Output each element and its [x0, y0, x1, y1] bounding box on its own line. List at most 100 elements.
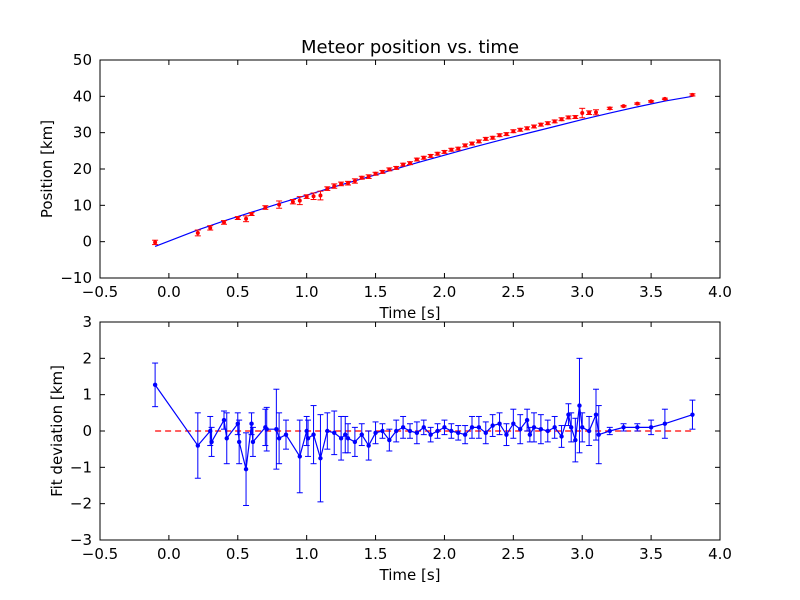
data-point	[442, 149, 447, 154]
residual-point	[559, 434, 564, 439]
y-tick-label: 10	[73, 196, 92, 214]
residual-point	[380, 428, 385, 434]
residual-point	[338, 436, 344, 441]
position-chart: Meteor position vs. time −0.5 0.0 0.5 1.0 1.…	[38, 37, 732, 322]
data-point	[504, 132, 509, 137]
residual-marks	[152, 357, 696, 506]
x-tick-label: 2.5	[501, 545, 525, 563]
residual-point	[305, 436, 311, 441]
y-axis-label: Fit deviation [km]	[48, 365, 66, 497]
residual-point	[394, 428, 399, 434]
residual-point	[345, 436, 351, 441]
data-point	[290, 199, 295, 204]
residual-point	[264, 426, 269, 432]
residual-point	[621, 425, 626, 430]
residual-point	[580, 425, 585, 430]
residual-point	[577, 403, 582, 408]
residual-point	[662, 421, 668, 426]
data-point	[346, 181, 350, 186]
residual-point	[373, 430, 378, 436]
data-point	[483, 136, 488, 141]
data-point	[580, 111, 585, 116]
data-point	[594, 110, 598, 115]
residual-point	[274, 426, 279, 432]
data-point	[421, 155, 426, 160]
y-tick-label: 1	[82, 386, 92, 404]
residual-point	[497, 421, 502, 426]
residual-point	[224, 436, 229, 441]
data-point	[463, 143, 468, 148]
residual-point	[648, 425, 654, 430]
x-tick-label: 1.0	[295, 545, 319, 563]
data-point	[587, 110, 592, 115]
data-point	[208, 225, 213, 230]
data-point	[435, 151, 440, 156]
residual-point	[435, 428, 440, 434]
data-point	[277, 202, 282, 207]
data-point	[195, 230, 200, 235]
data-point	[311, 194, 316, 199]
residual-point	[209, 439, 214, 445]
data-point	[235, 216, 240, 221]
data-point	[352, 178, 357, 183]
data-point	[607, 106, 612, 111]
data-point	[621, 104, 626, 109]
residual-point	[195, 443, 201, 448]
residual-point	[387, 437, 392, 443]
x-tick-label: 4.0	[708, 545, 732, 563]
y-tick-label: −10	[60, 269, 92, 287]
residual-point	[538, 426, 544, 432]
y-tick-label: 3	[82, 313, 92, 331]
y-tick-label: 20	[73, 160, 92, 178]
residual-point	[593, 412, 599, 417]
data-point	[525, 126, 530, 131]
residual-point	[249, 421, 254, 426]
residual-point	[235, 421, 240, 426]
x-tick-label: 3.5	[639, 545, 663, 563]
data-point	[244, 216, 249, 221]
x-tick-label: 3.0	[570, 283, 594, 301]
residual-point	[511, 421, 516, 426]
x-tick-label: 1.0	[295, 283, 319, 301]
data-point	[449, 147, 454, 152]
data-point	[408, 161, 412, 166]
residual-point	[573, 437, 578, 443]
data-point	[456, 146, 461, 151]
residual-point	[283, 432, 289, 437]
residual-point	[414, 430, 420, 436]
x-tick-label: 3.0	[570, 545, 594, 563]
x-tick-label: 1.5	[364, 283, 388, 301]
x-tick-label: −0.5	[82, 283, 118, 301]
residual-point	[524, 417, 530, 423]
residual-point	[325, 428, 330, 434]
data-point	[332, 184, 337, 189]
data-point	[573, 115, 578, 120]
data-point	[532, 124, 536, 129]
residual-point	[208, 428, 213, 434]
residual-point	[586, 428, 592, 434]
residual-point	[449, 428, 454, 434]
y-tick-label: −3	[70, 531, 92, 549]
data-point	[559, 117, 564, 122]
y-tick-label: −1	[70, 458, 92, 476]
data-point	[545, 121, 550, 126]
residual-point	[304, 428, 309, 434]
residual-point	[545, 428, 550, 434]
residual-point	[276, 436, 282, 441]
position-marks	[152, 92, 696, 247]
data-point	[552, 119, 557, 124]
residual-point	[236, 439, 242, 445]
residual-point	[400, 425, 406, 430]
data-point	[662, 96, 667, 101]
data-point	[153, 240, 158, 245]
residual-point	[442, 425, 447, 430]
residual-point	[490, 423, 495, 428]
residual-point	[407, 428, 413, 434]
residual-point	[243, 466, 249, 472]
residual-point	[635, 425, 640, 430]
x-tick-label: 1.5	[364, 545, 388, 563]
residual-point	[476, 425, 482, 430]
y-tick-label: 0	[82, 422, 92, 440]
data-point	[414, 157, 419, 162]
residual-point	[359, 432, 364, 437]
